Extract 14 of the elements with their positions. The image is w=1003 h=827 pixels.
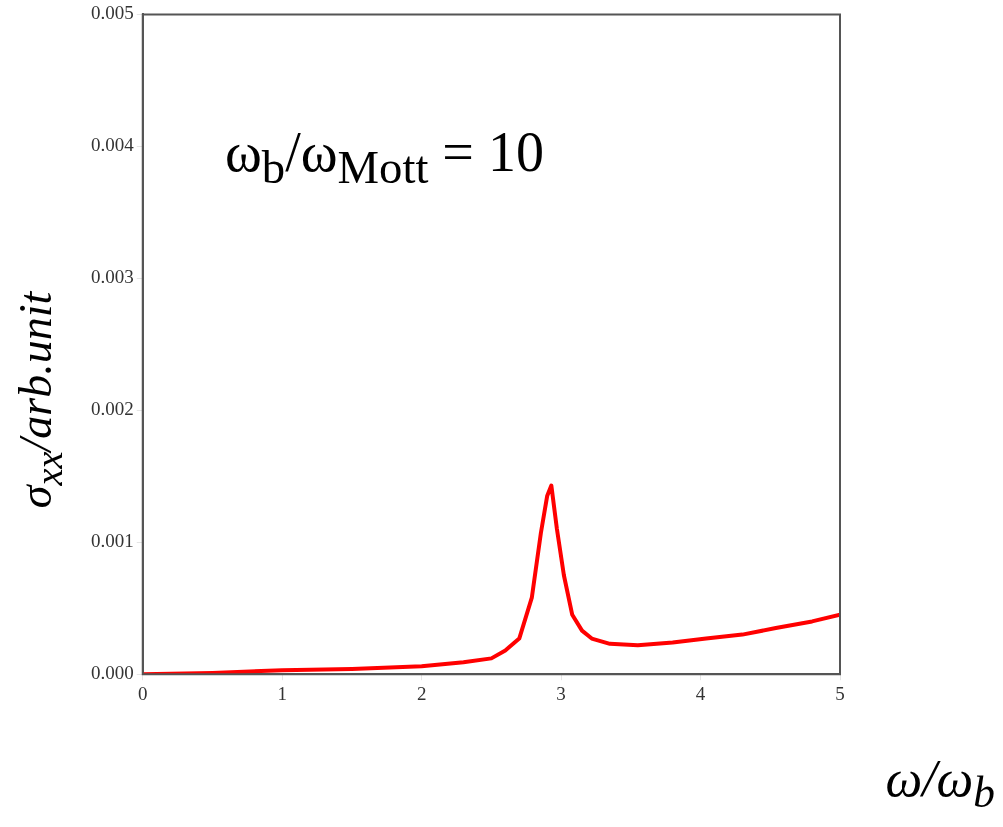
y-tick-label: 0.001	[91, 530, 134, 552]
x-tick-label: 2	[416, 682, 427, 704]
x-tick-label: 5	[835, 682, 845, 704]
y-tick-label: 0.000	[91, 662, 134, 684]
x-tick-label: 0	[138, 682, 148, 704]
y-tick-label: 0.005	[91, 2, 134, 24]
y-tick-label: 0.003	[91, 266, 134, 288]
y-tick-label: 0.004	[91, 134, 135, 156]
x-tick-label: 1	[277, 682, 287, 704]
y-tick-label: 0.002	[91, 398, 134, 420]
annotation: ω$_{b}$/ω$_{Mott}$ = 10	[225, 120, 544, 195]
x-tick-label: 4	[695, 682, 706, 704]
x-tick-label: 3	[556, 682, 566, 704]
x-axis-title: ω/ω$_{b}$	[885, 748, 995, 817]
